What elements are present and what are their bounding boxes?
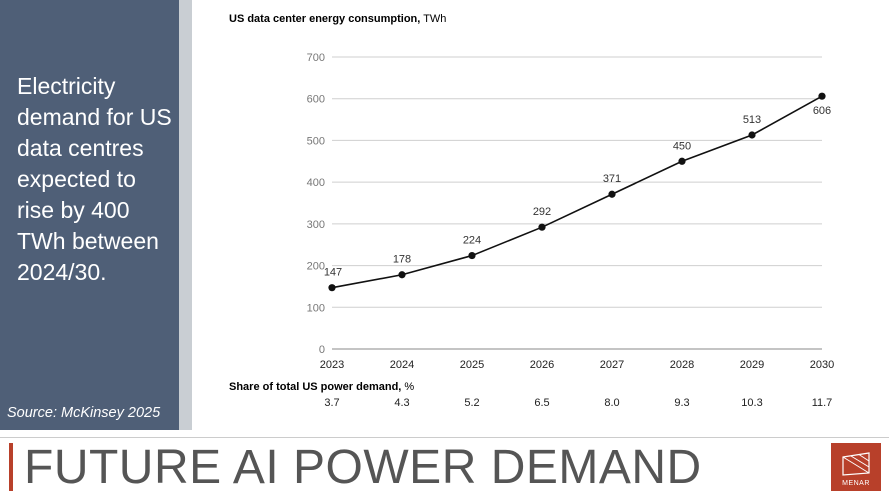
y-tick-label: 700: [307, 52, 325, 64]
x-tick-label: 2030: [810, 359, 834, 371]
x-tick-label: 2023: [320, 359, 344, 371]
y-tick-label: 100: [307, 302, 325, 314]
data-label: 513: [743, 114, 761, 126]
data-point: [748, 131, 756, 139]
data-label: 292: [533, 206, 551, 218]
footer-accent-bar: [9, 443, 13, 491]
share-value: 10.3: [741, 397, 763, 409]
y-tick-label: 500: [307, 135, 325, 147]
series-line: [331, 95, 823, 289]
footer-title: FUTURE AI POWER DEMAND: [24, 441, 702, 494]
data-label: 606: [813, 105, 831, 117]
menar-logo: MENAR: [831, 443, 881, 491]
data-point: [398, 271, 406, 279]
data-label: 371: [603, 173, 621, 185]
data-point: [538, 223, 546, 231]
data-point: [608, 190, 616, 198]
x-tick-label: 2028: [670, 359, 694, 371]
logo-text: MENAR: [842, 480, 870, 487]
share-label-unit: %: [404, 381, 415, 393]
share-label: Share of total US power demand, %: [229, 380, 414, 394]
data-label: 147: [324, 267, 342, 279]
side-strip: [179, 0, 192, 430]
data-point: [468, 251, 476, 260]
x-tick-label: 2024: [390, 359, 414, 371]
share-value: 3.7: [324, 397, 340, 409]
headline: Electricity demand for US data centres e…: [17, 73, 172, 285]
side-panel: Electricity demand for US data centres e…: [0, 0, 179, 430]
x-tick-label: 2025: [460, 359, 484, 371]
y-tick-label: 600: [307, 94, 325, 106]
share-value: 9.3: [674, 397, 690, 409]
x-tick-label: 2026: [530, 359, 554, 371]
share-value: 11.7: [811, 397, 833, 409]
share-value: 6.5: [534, 397, 550, 409]
data-label: 450: [673, 140, 691, 152]
share-label-bold: Share of total US power demand,: [229, 381, 402, 393]
data-points: [328, 92, 826, 292]
data-label: 178: [393, 254, 411, 266]
data-point: [328, 284, 336, 292]
x-tick-labels: 2023 2024 2025 2026 2027 2028 2029 2030: [320, 359, 834, 371]
data-labels: 147 178 224 292 371 450 513 606: [324, 105, 831, 278]
share-value: 8.0: [604, 397, 620, 409]
chart-title: US data center energy consumption, TWh: [229, 12, 446, 27]
grid-lines: [332, 56, 822, 350]
x-tick-label: 2027: [600, 359, 624, 371]
share-value: 4.3: [394, 397, 410, 409]
source-note: Source: McKinsey 2025: [7, 405, 161, 421]
y-tick-label: 0: [319, 344, 325, 356]
x-tick-label: 2029: [740, 359, 764, 371]
data-point: [678, 157, 686, 165]
data-point: [818, 92, 826, 100]
data-label: 224: [463, 235, 481, 247]
logo-mark-icon: [842, 452, 870, 476]
chart-title-bold: US data center energy consumption,: [229, 13, 421, 25]
chart-title-unit: TWh: [423, 13, 447, 25]
y-tick-label: 300: [307, 219, 325, 231]
footer-divider: [0, 437, 889, 438]
y-tick-labels: 0 100 200 300 400 500 600 700: [307, 52, 325, 356]
y-tick-label: 200: [307, 261, 325, 273]
y-tick-label: 400: [307, 177, 325, 189]
share-value: 5.2: [464, 397, 480, 409]
